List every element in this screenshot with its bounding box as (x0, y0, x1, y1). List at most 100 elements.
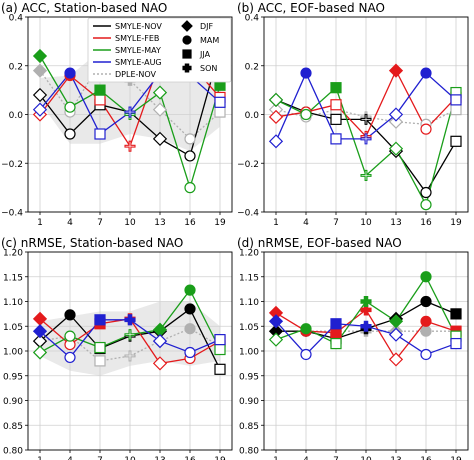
data-point-smyle-may (360, 169, 372, 181)
data-point-smyle-may (420, 271, 432, 283)
data-point-dple-nov (214, 106, 226, 118)
x-tick-label: 4 (303, 456, 309, 460)
data-point-smyle-aug (64, 351, 76, 364)
x-tick-label: 19 (450, 456, 462, 460)
y-tick-label: 1.05 (3, 323, 23, 333)
data-point-smyle-aug (300, 67, 312, 79)
data-point-smyle-may (32, 48, 48, 64)
x-tick-label: 10 (360, 456, 372, 460)
data-point-smyle-may (32, 345, 48, 360)
data-point-smyle-feb (420, 315, 432, 327)
data-point-smyle-aug (214, 96, 226, 108)
data-point-smyle-nov (64, 128, 76, 140)
data-point-smyle-feb (152, 356, 168, 371)
data-point-smyle-may (268, 92, 284, 107)
data-point-smyle-nov (64, 309, 76, 321)
panel-title: (d) nRMSE, EOF-based NAO (237, 236, 402, 250)
x-tick-label: 4 (303, 218, 309, 228)
data-point-smyle-may (360, 295, 372, 308)
legend-label: JJA (199, 50, 211, 59)
data-point-smyle-may (268, 332, 284, 347)
data-point-smyle-may (64, 330, 76, 342)
data-point-dple-nov (184, 133, 196, 145)
y-tick-label: 1.15 (239, 273, 259, 283)
y-tick-label: 0.4 (245, 14, 260, 24)
x-tick-label: 13 (390, 456, 401, 460)
legend-label: SMYLE-MAY (115, 46, 161, 55)
x-tick-label: 7 (333, 218, 339, 228)
data-point-smyle-aug (214, 334, 226, 346)
data-point-smyle-may (184, 182, 196, 194)
data-point-smyle-aug (268, 134, 284, 149)
x-tick-label: 1 (273, 218, 279, 228)
data-point-smyle-nov (184, 303, 196, 315)
data-point-smyle-nov (450, 308, 462, 320)
data-point-smyle-aug (388, 327, 404, 342)
data-point-smyle-nov (152, 131, 168, 146)
axes-frame (27, 16, 233, 213)
data-point-smyle-may (300, 323, 312, 335)
data-point-smyle-aug (32, 102, 48, 117)
data-point-smyle-may (388, 314, 404, 329)
x-tick-label: 4 (67, 456, 73, 460)
axes-frame (27, 251, 233, 451)
x-tick-label: 19 (214, 218, 226, 228)
data-point-smyle-may (124, 329, 136, 341)
y-tick-label: −0.4 (237, 209, 259, 219)
x-tick-label: 1 (37, 218, 43, 228)
data-point-smyle-may (94, 84, 106, 96)
data-point-smyle-aug (450, 337, 462, 350)
data-point-smyle-feb (124, 140, 136, 152)
x-tick-label: 16 (184, 218, 196, 228)
y-tick-label: −0.2 (237, 160, 259, 170)
x-tick-label: 10 (360, 218, 372, 228)
data-point-smyle-may (330, 337, 342, 350)
data-point-smyle-aug (300, 348, 312, 361)
y-tick-label: 0.4 (9, 14, 24, 24)
y-tick-label: 0.0 (245, 111, 260, 121)
x-tick-label: 19 (214, 456, 226, 460)
x-tick-label: 7 (97, 218, 103, 228)
data-point-smyle-may (184, 284, 196, 296)
y-tick-label: 0.2 (245, 62, 259, 72)
data-point-smyle-aug (32, 324, 48, 339)
data-point-smyle-aug (184, 346, 196, 359)
legend: SMYLE-NOV SMYLE-FEB SMYLE-MAY SMYLE-AUG DPLE… (87, 17, 232, 83)
y-tick-label: 1.10 (239, 298, 259, 308)
x-tick-label: 7 (97, 456, 103, 460)
panel-title: (c) nRMSE, Station-based NAO (1, 236, 183, 250)
x-tick-label: 1 (273, 456, 279, 460)
data-point-dple-nov (420, 325, 432, 337)
panel-d: (d) nRMSE, EOF-based NAO 0.80 0.85 0.90 0.95… (237, 236, 469, 460)
data-point-smyle-feb (388, 63, 404, 78)
y-tick-label: 1.05 (239, 323, 259, 333)
x-tick-label: 7 (333, 456, 339, 460)
data-point-smyle-nov (184, 150, 196, 162)
x-tick-label: 19 (450, 218, 462, 228)
data-point-smyle-aug (420, 348, 432, 361)
legend-marker-son (182, 63, 192, 73)
y-tick-label: 0.2 (9, 62, 23, 72)
legend-marker-jja (182, 49, 192, 59)
data-point-smyle-may (388, 141, 404, 156)
data-point-smyle-nov (420, 295, 432, 308)
data-point-dple-nov (450, 104, 462, 116)
axes-frame (263, 16, 469, 213)
data-point-dple-nov (184, 323, 196, 335)
data-point-smyle-aug (124, 106, 136, 118)
data-point-smyle-aug (330, 318, 342, 330)
x-tick-label: 1 (37, 456, 43, 460)
y-tick-label: 1.00 (239, 348, 259, 358)
y-tick-label: 1.10 (3, 298, 23, 308)
y-tick-label: 1.20 (239, 249, 259, 259)
data-point-smyle-may (300, 108, 312, 121)
data-point-smyle-may (214, 343, 226, 356)
y-tick-label: 0.0 (9, 111, 24, 121)
data-point-smyle-aug (268, 314, 284, 329)
x-tick-label: 10 (124, 456, 136, 460)
data-point-smyle-aug (450, 94, 462, 106)
data-point-dple-nov (94, 355, 106, 367)
x-tick-label: 10 (124, 218, 136, 228)
legend-label: DPLE-NOV (115, 70, 157, 79)
y-tick-label: −0.2 (1, 160, 23, 170)
